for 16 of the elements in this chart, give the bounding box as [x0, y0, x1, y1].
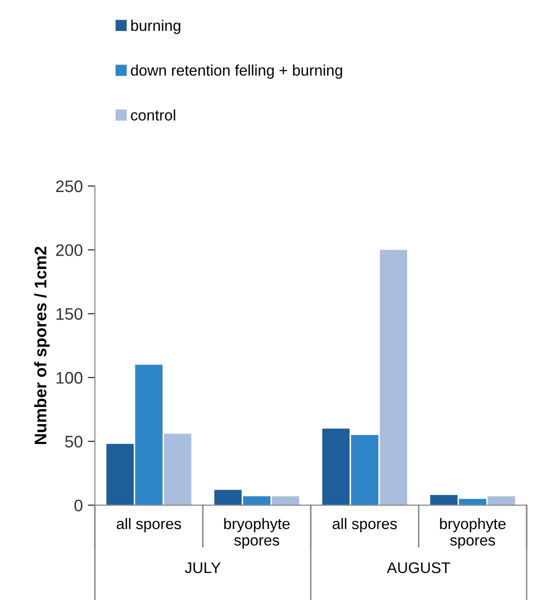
x-tick-label: all spores: [116, 518, 181, 532]
legend-label: burning: [131, 20, 180, 34]
y-tick-label: 100: [56, 372, 82, 384]
y-axis-title: Number of spores / 1cm2: [34, 246, 50, 444]
y-tick-label: 150: [56, 308, 82, 320]
text: JULY: [184, 562, 221, 574]
y-tick-label: 50: [65, 436, 82, 448]
legend-label: control: [130, 109, 176, 121]
y-tick-label: 0: [74, 500, 82, 512]
y-tick-label: 200: [56, 244, 82, 256]
legend-label: down retention felling + burning: [130, 64, 342, 79]
x-tick-label: bryophyte spores: [224, 518, 290, 549]
y-tick-label: 250: [56, 180, 82, 192]
x-tick-label: all spores: [332, 518, 397, 532]
x-tick-label: bryophyte spores: [440, 518, 506, 549]
text: AUGUST: [386, 562, 450, 574]
